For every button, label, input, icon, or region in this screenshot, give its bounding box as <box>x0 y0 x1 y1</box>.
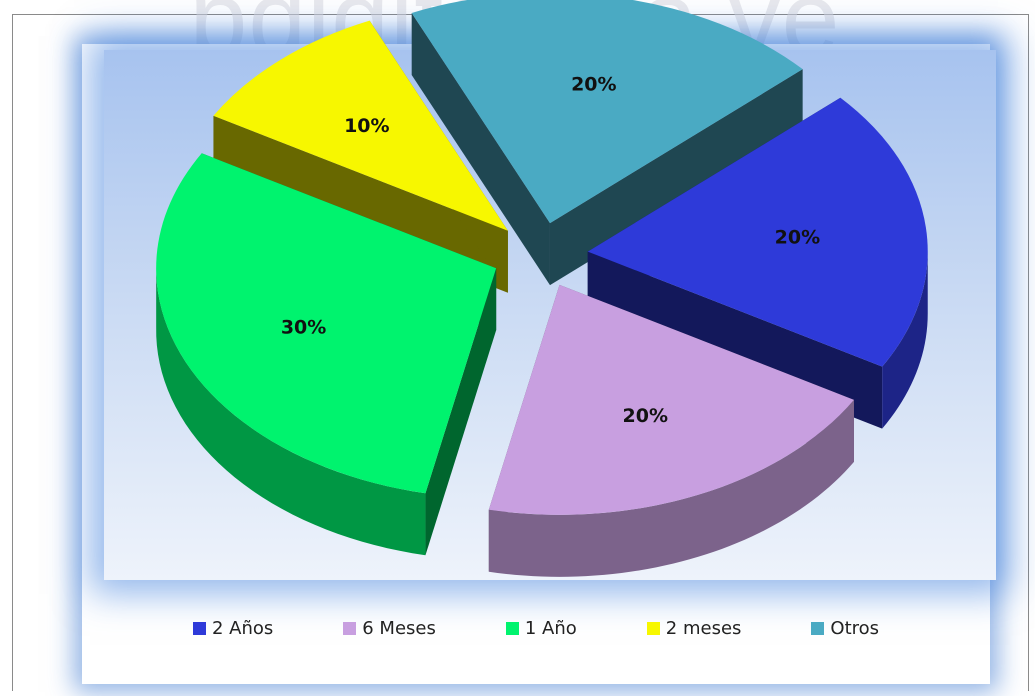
legend-swatch <box>505 621 519 635</box>
legend-swatch <box>646 621 660 635</box>
slice-rim <box>488 399 854 577</box>
legend-label: 2 Años <box>211 617 274 639</box>
legend-item: 2 meses <box>646 617 742 639</box>
pie-slice: 20% <box>488 284 854 577</box>
legend-label: 6 Meses <box>362 617 436 639</box>
slice-wall <box>549 69 803 286</box>
slice-percent-label: 20% <box>775 227 820 249</box>
slice-top <box>587 97 928 367</box>
slice-percent-label: 30% <box>281 316 326 338</box>
legend-swatch <box>192 621 206 635</box>
slice-percent-label: 10% <box>344 115 389 137</box>
slice-rim <box>882 251 928 429</box>
slice-percent-label: 20% <box>571 74 616 96</box>
legend-label: Otros <box>830 617 880 639</box>
slice-wall <box>425 268 497 556</box>
pie-slice: 20% <box>411 0 803 286</box>
legend-item: 6 Meses <box>343 618 436 639</box>
legend-swatch <box>343 621 357 635</box>
slice-top <box>411 0 803 224</box>
pie-slice: 30% <box>156 153 497 556</box>
legend-swatch <box>811 621 825 635</box>
legend-item: 1 Año <box>505 617 577 639</box>
slice-top <box>213 20 508 231</box>
slice-top <box>488 284 854 515</box>
slice-rim <box>156 265 426 556</box>
legend-item: Otros <box>811 618 879 639</box>
slice-percent-label: 20% <box>623 405 668 427</box>
legend: 2 Años 6 Meses 1 Año 2 meses Otros <box>82 600 990 656</box>
legend-label: 1 Año <box>524 617 577 639</box>
slice-wall <box>411 12 550 286</box>
legend-label: 2 meses <box>665 617 742 639</box>
legend-item: 2 Años <box>192 617 274 639</box>
slice-top <box>156 153 497 494</box>
